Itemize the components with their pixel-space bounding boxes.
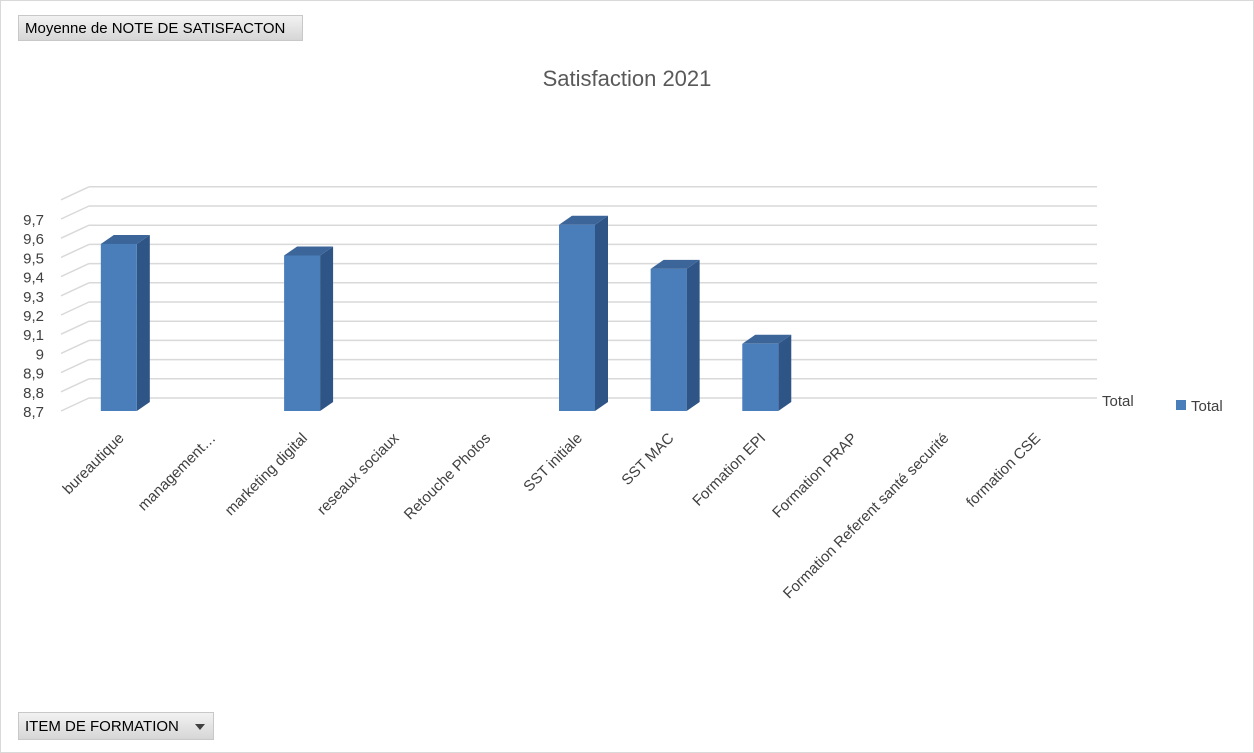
bar-side bbox=[136, 234, 150, 411]
bar-front bbox=[284, 255, 321, 411]
y-tick-label: 9,5 bbox=[23, 250, 44, 267]
gridline-side bbox=[60, 320, 90, 335]
y-tick-label: 9,3 bbox=[23, 289, 44, 306]
bar bbox=[100, 234, 150, 411]
gridline-side bbox=[60, 378, 90, 393]
bar bbox=[650, 259, 700, 411]
x-tick-label: SST initiale bbox=[520, 430, 585, 495]
x-axis-tick-labels: bureautique management… marketing digital r… bbox=[60, 429, 1044, 602]
gridline-side bbox=[60, 358, 90, 374]
bar-top bbox=[559, 215, 608, 225]
bars bbox=[100, 215, 792, 411]
dropdown-arrow-icon bbox=[195, 724, 205, 730]
chart-title: Satisfaction 2021 bbox=[543, 66, 712, 91]
bar-top bbox=[284, 246, 334, 256]
y-tick-label: 8,8 bbox=[23, 385, 44, 402]
bar-front bbox=[559, 224, 595, 411]
gridline-side bbox=[60, 186, 90, 201]
axis-field-dropdown[interactable]: ITEM DE FORMATION bbox=[18, 712, 214, 740]
gridline-side bbox=[60, 224, 90, 239]
axis-field-label: ITEM DE FORMATION bbox=[25, 718, 179, 735]
y-tick-label: 9,2 bbox=[23, 308, 44, 325]
gridline-side bbox=[60, 397, 90, 412]
y-axis-tick-labels: 8,7 8,8 8,9 9 9,1 9,2 9,3 9,4 9,5 9,6 9,7 bbox=[23, 212, 44, 421]
gridline-side bbox=[60, 282, 90, 297]
x-tick-label: reseaux sociaux bbox=[314, 429, 403, 518]
value-field-button[interactable]: Moyenne de NOTE DE SATISFACTON bbox=[18, 15, 303, 41]
value-field-label: Moyenne de NOTE DE SATISFACTON bbox=[25, 20, 286, 37]
x-tick-label: formation CSE bbox=[963, 430, 1044, 511]
x-tick-label: bureautique bbox=[60, 430, 128, 498]
x-tick-label: Formation Referent santé securité bbox=[780, 430, 952, 602]
x-tick-label: SST MAC bbox=[618, 430, 677, 489]
legend-swatch bbox=[1176, 400, 1186, 410]
bar-top bbox=[100, 234, 150, 244]
bar-front bbox=[742, 343, 779, 411]
bar bbox=[559, 215, 608, 411]
bar-front bbox=[650, 268, 687, 411]
y-tick-label: 9,7 bbox=[23, 212, 44, 229]
bar-top bbox=[650, 259, 700, 269]
y-tick-label: 9,4 bbox=[23, 270, 44, 287]
x-tick-label: Formation EPI bbox=[689, 430, 769, 510]
gridline-side bbox=[60, 205, 90, 220]
bar bbox=[284, 246, 334, 411]
bar-side bbox=[778, 334, 792, 411]
bar-front bbox=[100, 243, 137, 411]
depth-axis-label: Total bbox=[1102, 393, 1134, 410]
y-tick-label: 9 bbox=[36, 346, 44, 363]
legend: Total bbox=[1176, 398, 1223, 415]
bar bbox=[742, 334, 792, 411]
y-tick-label: 8,7 bbox=[23, 404, 44, 421]
bar-side bbox=[595, 215, 608, 411]
x-tick-label: Retouche Photos bbox=[401, 430, 494, 523]
x-tick-label: Formation PRAP bbox=[769, 430, 861, 522]
bar-top bbox=[742, 334, 792, 344]
gridline-side bbox=[60, 301, 90, 316]
gridline-side bbox=[60, 243, 90, 259]
bar-side bbox=[320, 246, 334, 411]
gridline-side bbox=[60, 262, 90, 278]
x-tick-label: marketing digital bbox=[222, 430, 311, 519]
y-tick-label: 8,9 bbox=[23, 366, 44, 383]
y-tick-label: 9,1 bbox=[23, 327, 44, 344]
y-tick-label: 9,6 bbox=[23, 231, 44, 248]
legend-label: Total bbox=[1191, 398, 1223, 415]
x-tick-label: management… bbox=[135, 430, 220, 515]
bar-chart-3d: Satisfaction 2021 8,7 8,8 8,9 9 9,1 9,2 9,3 9,4… bbox=[23, 66, 1223, 602]
bar-side bbox=[686, 259, 700, 411]
gridline-side bbox=[60, 339, 90, 355]
